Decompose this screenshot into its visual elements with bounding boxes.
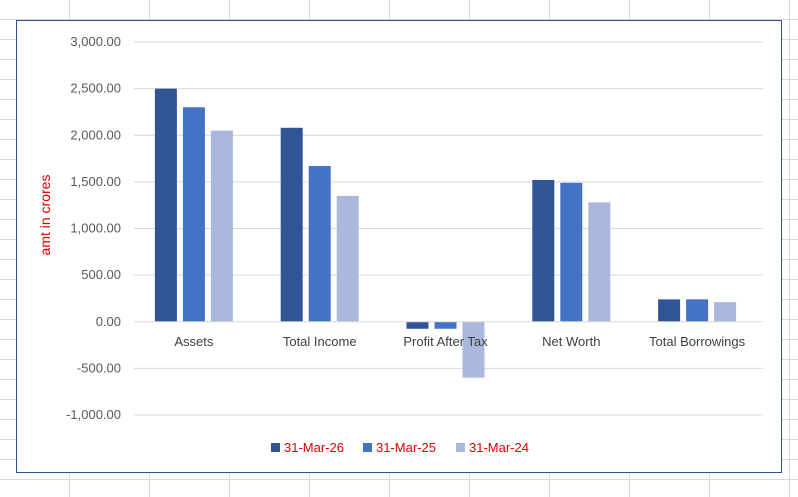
bar xyxy=(280,127,303,322)
bar xyxy=(588,202,611,322)
y-tick-label: 500.00 xyxy=(81,267,121,282)
y-tick-label: -1,000.00 xyxy=(66,407,121,422)
legend-label: 31-Mar-25 xyxy=(376,440,436,455)
y-tick-label: 2,500.00 xyxy=(70,81,121,96)
x-axis-category-labels: Assets Total Income Profit After Tax Net Wo… xyxy=(174,334,745,349)
y-tick-label: 1,000.00 xyxy=(70,221,121,236)
bar xyxy=(182,107,205,322)
bar xyxy=(462,321,485,378)
bar xyxy=(658,299,681,322)
bar xyxy=(686,299,709,322)
chart-area: 3,000.00 2,500.00 2,000.00 1,500.00 1,000.00… xyxy=(16,20,782,473)
y-tick-label: 0.00 xyxy=(96,314,121,329)
bar xyxy=(154,88,177,322)
bar xyxy=(434,321,457,329)
y-tick-label: 2,000.00 xyxy=(70,127,121,142)
category-label: Net Worth xyxy=(542,334,600,349)
legend: 31-Mar-26 31-Mar-25 31-Mar-24 xyxy=(271,440,529,455)
y-tick-label: 1,500.00 xyxy=(70,174,121,189)
bar xyxy=(406,321,429,329)
legend-label: 31-Mar-24 xyxy=(469,440,529,455)
y-tick-label: -500.00 xyxy=(77,360,121,375)
category-label: Assets xyxy=(174,334,214,349)
gridlines xyxy=(134,41,763,416)
y-axis-tick-labels: 3,000.00 2,500.00 2,000.00 1,500.00 1,000.00… xyxy=(66,34,121,422)
y-axis-title: amt in crores xyxy=(37,175,53,256)
bar xyxy=(714,302,737,322)
y-tick-label: 3,000.00 xyxy=(70,34,121,49)
legend-swatch xyxy=(363,443,372,452)
bar xyxy=(336,195,359,322)
legend-label: 31-Mar-26 xyxy=(284,440,344,455)
bar xyxy=(308,166,331,322)
bar-chart: 3,000.00 2,500.00 2,000.00 1,500.00 1,000.00… xyxy=(37,34,763,455)
category-label: Total Borrowings xyxy=(649,334,746,349)
category-label: Profit After Tax xyxy=(403,334,488,349)
legend-swatch xyxy=(271,443,280,452)
bar xyxy=(560,182,583,322)
bars xyxy=(154,88,737,378)
category-label: Total Income xyxy=(283,334,357,349)
legend-swatch xyxy=(456,443,465,452)
bar xyxy=(210,130,233,322)
bar xyxy=(532,180,555,322)
